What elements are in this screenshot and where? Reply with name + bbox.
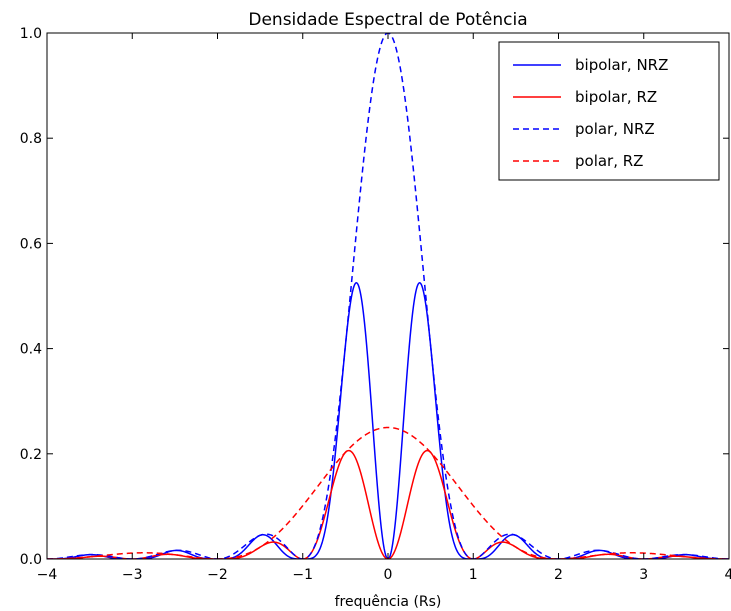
legend-label: bipolar, NRZ xyxy=(575,56,668,74)
x-tick-label: 0 xyxy=(384,567,393,583)
x-tick-label: −2 xyxy=(207,567,228,583)
chart-title: Densidade Espectral de Potência xyxy=(248,10,527,30)
y-tick-label: 0.8 xyxy=(20,131,42,147)
legend: bipolar, NRZ bipolar, RZ polar, NRZ polar, … xyxy=(498,41,720,181)
x-tick-label: 4 xyxy=(725,567,731,583)
x-tick-label: 3 xyxy=(639,567,648,583)
legend-label: polar, NRZ xyxy=(575,120,655,138)
y-tick-label: 0.0 xyxy=(20,552,42,568)
series-layer xyxy=(47,33,729,559)
ticks-layer: −4 −3 −2 −1 0 1 2 3 4 0.0 0.2 0.4 0.6 0.8 1.0 xyxy=(20,26,731,583)
y-tick-label: 0.4 xyxy=(20,342,42,358)
x-tick-label: −1 xyxy=(292,567,313,583)
legend-label: bipolar, RZ xyxy=(575,88,657,106)
y-tick-label: 0.6 xyxy=(20,236,42,252)
x-tick-label: 2 xyxy=(554,567,563,583)
y-tick-label: 0.2 xyxy=(20,447,42,463)
x-tick-label: −3 xyxy=(122,567,143,583)
series-line-4 xyxy=(47,426,729,559)
series-line-1 xyxy=(47,282,729,559)
x-tick-label: −4 xyxy=(37,567,58,583)
x-axis-label: frequência (Rs) xyxy=(335,594,442,610)
y-tick-label: 1.0 xyxy=(20,26,42,42)
x-tick-label: 1 xyxy=(469,567,478,583)
legend-label: polar, RZ xyxy=(575,152,643,170)
series-line-2 xyxy=(47,449,729,559)
